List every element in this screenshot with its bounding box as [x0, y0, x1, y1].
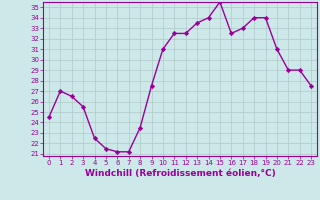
X-axis label: Windchill (Refroidissement éolien,°C): Windchill (Refroidissement éolien,°C) [84, 169, 276, 178]
